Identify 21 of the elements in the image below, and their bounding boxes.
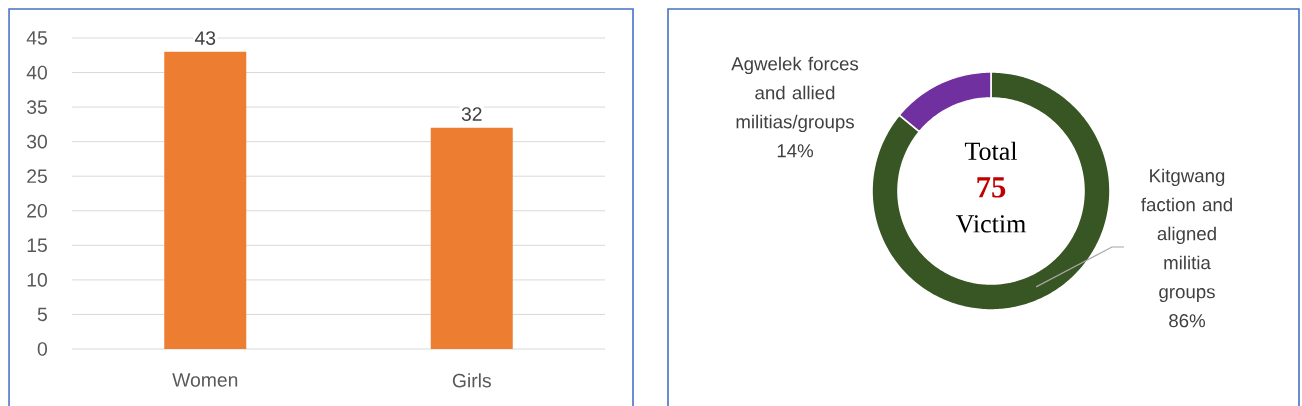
slice-label: Kitgwang faction and aligned militia groups (1141, 168, 1232, 303)
y-tick-label: 45 (26, 31, 47, 45)
y-tick-label: 20 (27, 203, 47, 218)
x-tick-label: Women (172, 373, 238, 387)
y-tick-label: 30 (26, 134, 47, 149)
data-label: 43 (194, 31, 216, 45)
text: Total (964, 141, 1018, 161)
y-tick-label: 5 (37, 307, 47, 322)
text: Victim (955, 215, 1026, 233)
text: 75 (977, 177, 1006, 198)
x-tick-label: Girls (452, 373, 491, 388)
y-tick-label: 35 (26, 100, 47, 114)
data-label: 86% (1169, 314, 1206, 328)
y-tick-label: 15 (27, 238, 47, 253)
y-tick-label: 0 (37, 342, 47, 356)
slice-label: Agwelek forces and allied militias/groups (731, 56, 859, 133)
data-label: 32 (461, 107, 482, 121)
y-tick-label: 25 (27, 169, 47, 184)
data-label: 14% (777, 144, 814, 158)
y-tick-label: 40 (26, 65, 47, 80)
y-tick-label: 10 (27, 273, 47, 287)
